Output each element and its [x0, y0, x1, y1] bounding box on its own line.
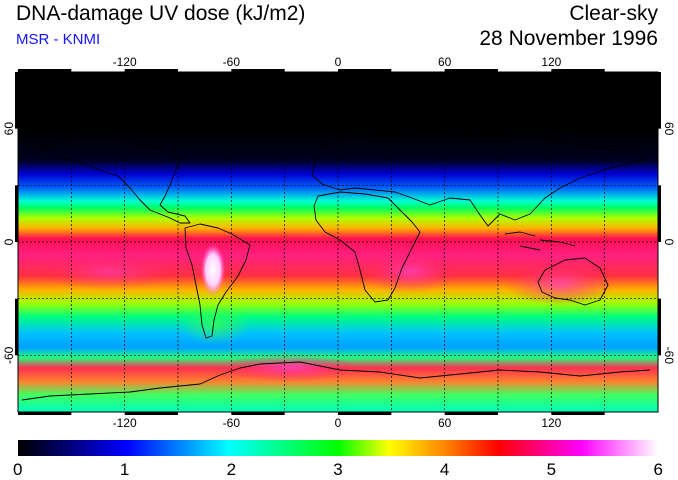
- lon-tick-label-top: 0: [335, 55, 342, 69]
- lat-tick-label-left: 60: [2, 122, 16, 136]
- frame-bar-bottom: [444, 412, 498, 415]
- frame-bar-bottom: [231, 412, 285, 415]
- lon-tick-label-top: -60: [223, 55, 241, 69]
- coast-antarctica: [21, 361, 651, 401]
- coast-north-america: [39, 137, 191, 224]
- frame-bar-top: [444, 69, 498, 72]
- australia-hotspot: [505, 262, 615, 306]
- map-date: 28 November 1996: [479, 27, 658, 50]
- lon-tick-label-bottom: 0: [335, 416, 342, 430]
- lon-tick-label-bottom: -120: [113, 416, 137, 430]
- frame-bar-bottom: [18, 412, 72, 415]
- lon-tick-label-bottom: 60: [438, 416, 452, 430]
- frame-bar-right: [658, 185, 661, 242]
- map-title: DNA-damage UV dose (kJ/m2): [16, 2, 306, 25]
- frame-bar-left: [15, 185, 18, 242]
- lat-tick-label-right: -60: [662, 347, 676, 365]
- frame-bar-top: [124, 69, 178, 72]
- frame-bar-top: [338, 69, 392, 72]
- frame-bar-bottom: [338, 412, 392, 415]
- colorbar: [18, 440, 658, 456]
- colorbar-label: 1: [120, 460, 129, 479]
- lon-tick-label-bottom: 120: [541, 416, 561, 430]
- lat-tick-labels-right: 60 0 -60: [662, 122, 676, 364]
- lon-tick-label-top: -120: [113, 55, 137, 69]
- frame-bar-right: [658, 298, 661, 356]
- colorbar-label: 3: [333, 460, 342, 479]
- patagonia-green: [180, 305, 250, 345]
- lon-tick-label-top: 120: [541, 55, 561, 69]
- colorbar-label: 2: [227, 460, 236, 479]
- source-label: MSR - KNMI: [16, 31, 101, 48]
- andes-peak: [201, 244, 225, 296]
- colorbar-label: 5: [547, 460, 556, 479]
- frame-bar-bottom: [124, 412, 178, 415]
- lat-tick-label-left: -60: [2, 346, 16, 364]
- colorbar-labels: 0 1 2 3 4 5 6: [13, 460, 663, 479]
- lon-tick-label-bottom: -60: [223, 416, 241, 430]
- colorbar-label: 4: [440, 460, 449, 479]
- frame-tick-bars: [15, 69, 661, 415]
- frame-bar-bottom: [551, 412, 605, 415]
- coast-europe-asia: [311, 131, 646, 227]
- graticule: [18, 72, 658, 412]
- coast-australia: [537, 257, 609, 306]
- lon-tick-labels-bottom: -120 -60 0 60 120: [113, 416, 562, 430]
- frame-bar-left: [15, 72, 18, 129]
- colorbar-label: 6: [654, 460, 663, 479]
- coast-south-america: [184, 223, 251, 339]
- frame-bar-left: [15, 298, 18, 356]
- lon-tick-labels-top: -120 -60 0 60 120: [113, 55, 562, 69]
- lat-tick-label-right: 0: [662, 239, 676, 246]
- frame-bar-top: [231, 69, 285, 72]
- colorbar-label: 0: [13, 460, 22, 479]
- frame-bar-top: [18, 69, 72, 72]
- lat-tick-label-left: 0: [2, 238, 16, 245]
- lon-tick-label-top: 60: [438, 55, 452, 69]
- pacific-hotspot: [40, 254, 180, 290]
- sky-condition: Clear-sky: [569, 2, 658, 25]
- lat-tick-labels-left: 60 0 -60: [2, 122, 16, 364]
- frame-bar-right: [658, 72, 661, 129]
- lat-tick-label-right: 60: [662, 122, 676, 136]
- frame-bar-top: [551, 69, 605, 72]
- antarctic-pink: [220, 354, 360, 382]
- africa-hotspot: [362, 250, 458, 294]
